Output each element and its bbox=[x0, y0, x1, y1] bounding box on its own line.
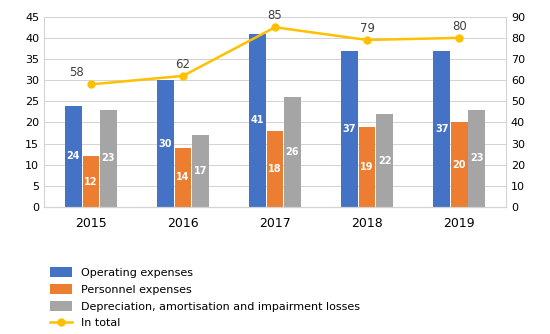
Text: 23: 23 bbox=[470, 153, 483, 163]
Text: 17: 17 bbox=[194, 166, 207, 176]
Text: 26: 26 bbox=[286, 147, 299, 157]
Bar bbox=[284, 97, 301, 207]
Text: 18: 18 bbox=[268, 164, 282, 174]
Bar bbox=[100, 110, 117, 207]
Text: 58: 58 bbox=[70, 66, 84, 79]
Text: 23: 23 bbox=[102, 153, 115, 163]
Text: 20: 20 bbox=[453, 160, 466, 170]
Text: 12: 12 bbox=[84, 177, 97, 187]
Bar bbox=[174, 148, 191, 207]
Legend: Operating expenses, Personnel expenses, Depreciation, amortisation and impairmen: Operating expenses, Personnel expenses, … bbox=[50, 267, 360, 328]
Bar bbox=[359, 127, 376, 207]
Bar bbox=[192, 135, 208, 207]
Text: 30: 30 bbox=[158, 139, 172, 149]
Text: 19: 19 bbox=[360, 162, 374, 172]
Bar bbox=[433, 50, 450, 207]
Text: 79: 79 bbox=[360, 22, 375, 35]
Bar bbox=[249, 34, 266, 207]
In total bbox=[364, 38, 370, 42]
Text: 24: 24 bbox=[67, 151, 80, 161]
Bar bbox=[157, 80, 174, 207]
Bar bbox=[267, 131, 283, 207]
Bar bbox=[342, 50, 358, 207]
In total bbox=[456, 36, 463, 40]
In total bbox=[87, 82, 94, 87]
Text: 41: 41 bbox=[251, 115, 264, 125]
Bar bbox=[469, 110, 485, 207]
Text: 85: 85 bbox=[268, 9, 282, 22]
Bar bbox=[82, 156, 99, 207]
Bar bbox=[451, 123, 468, 207]
Text: 22: 22 bbox=[378, 156, 392, 166]
Text: 37: 37 bbox=[343, 124, 356, 134]
In total bbox=[180, 74, 186, 78]
Text: 62: 62 bbox=[175, 58, 190, 70]
Text: 14: 14 bbox=[176, 172, 190, 182]
Text: 37: 37 bbox=[435, 124, 448, 134]
Text: 80: 80 bbox=[452, 20, 466, 32]
In total bbox=[272, 25, 278, 29]
Bar bbox=[65, 106, 81, 207]
Bar bbox=[376, 114, 393, 207]
Line: In total: In total bbox=[87, 24, 463, 88]
